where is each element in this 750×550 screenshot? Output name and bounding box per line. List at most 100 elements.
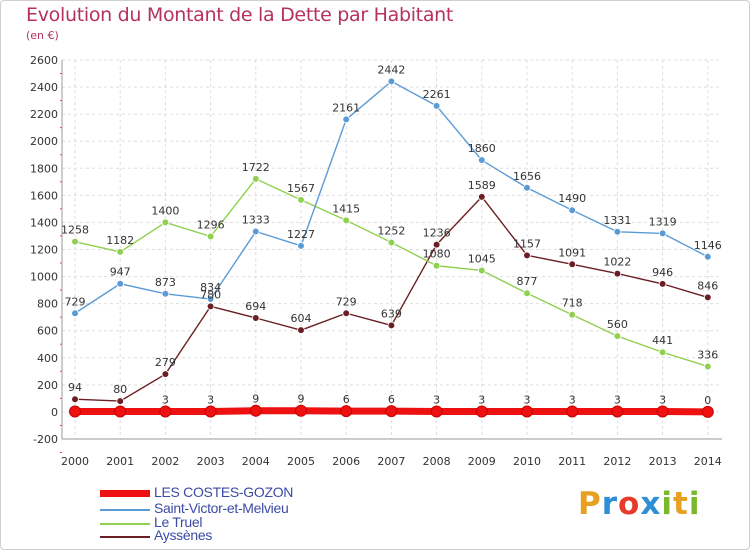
- data-label: 604: [291, 312, 312, 325]
- x-tick-label: 2008: [423, 455, 451, 468]
- data-label: 877: [517, 275, 538, 288]
- logo-letter: x: [640, 486, 662, 522]
- data-point: [703, 253, 712, 261]
- data-label: 3: [478, 394, 485, 407]
- data-label: 729: [65, 295, 86, 308]
- data-label: 1589: [468, 179, 496, 192]
- data-point: [252, 175, 260, 183]
- x-tick-label: 2010: [513, 455, 541, 468]
- data-label: 1333: [242, 213, 270, 226]
- y-tick-label: 1800: [30, 162, 58, 175]
- data-point: [161, 218, 170, 227]
- data-label: 441: [652, 334, 673, 347]
- data-point: [613, 332, 622, 340]
- data-point: [206, 232, 215, 241]
- data-point: [297, 326, 305, 334]
- data-point: [206, 302, 215, 311]
- y-tick-label: 1400: [30, 216, 58, 229]
- x-tick-label: 2005: [287, 455, 315, 468]
- legend-swatch: [100, 536, 150, 538]
- data-label: 947: [110, 266, 131, 279]
- data-point: [523, 183, 531, 192]
- data-point: [658, 229, 667, 238]
- data-label: 1860: [468, 142, 496, 155]
- data-point: [340, 405, 353, 418]
- x-tick-label: 2007: [377, 455, 405, 468]
- data-point: [342, 309, 351, 318]
- x-tick-label: 2004: [242, 455, 270, 468]
- data-point: [523, 251, 531, 260]
- data-label: 1415: [332, 202, 360, 215]
- data-point: [295, 404, 307, 417]
- data-label: 94: [68, 381, 82, 394]
- legend-swatch: [100, 523, 150, 525]
- data-point: [204, 405, 217, 418]
- data-label: 3: [162, 394, 169, 407]
- data-point: [432, 261, 441, 270]
- data-point: [432, 102, 441, 110]
- data-label: 3: [569, 394, 576, 407]
- x-tick-label: 2006: [332, 455, 360, 468]
- data-point: [161, 370, 170, 378]
- data-label: 780: [200, 288, 221, 301]
- data-label: 9: [298, 393, 305, 406]
- y-tick-label: 200: [37, 379, 58, 392]
- data-point: [523, 289, 531, 298]
- data-point: [71, 395, 79, 404]
- data-label: 1252: [377, 224, 405, 237]
- data-point: [206, 295, 215, 303]
- data-label: 3: [524, 394, 531, 407]
- data-point: [430, 405, 443, 418]
- data-point: [249, 404, 262, 417]
- data-label: 1022: [603, 256, 631, 269]
- y-tick-label: 2400: [30, 81, 58, 94]
- data-point: [613, 227, 622, 236]
- legend-label: Le Truel: [154, 514, 203, 530]
- y-tick-label: 800: [37, 298, 58, 311]
- data-point: [432, 240, 441, 249]
- y-tick-label: 600: [37, 325, 58, 338]
- data-label: 1400: [151, 204, 179, 217]
- data-label: 279: [155, 356, 176, 369]
- logo-letter: i: [661, 486, 673, 522]
- data-label: 1258: [61, 224, 89, 237]
- chart-subtitle: (en €): [26, 29, 59, 42]
- data-point: [342, 115, 351, 124]
- data-point: [477, 266, 486, 275]
- data-label: 639: [381, 307, 402, 320]
- data-point: [387, 238, 396, 247]
- data-point: [701, 405, 714, 418]
- data-point: [252, 227, 260, 236]
- data-label: 3: [659, 394, 666, 407]
- data-label: 3: [614, 394, 621, 407]
- data-label: 694: [245, 300, 266, 313]
- x-tick-label: 2013: [649, 455, 677, 468]
- data-label: 1157: [513, 237, 541, 250]
- data-label: 1567: [287, 182, 315, 195]
- data-label: 873: [155, 276, 176, 289]
- data-label: 846: [697, 279, 718, 292]
- y-tick-label: 400: [37, 352, 58, 365]
- data-point: [69, 405, 81, 418]
- data-point: [566, 405, 579, 418]
- data-label: 1722: [242, 161, 270, 174]
- data-point: [475, 405, 488, 418]
- y-tick-label: 2000: [30, 135, 58, 148]
- logo-letter: P: [578, 486, 602, 522]
- legend-label: Ayssènes: [154, 527, 213, 543]
- data-label: 834: [200, 281, 221, 294]
- data-point: [114, 405, 127, 418]
- data-point: [568, 206, 576, 215]
- data-point: [656, 405, 669, 418]
- data-label: 0: [704, 394, 711, 407]
- data-point: [71, 237, 79, 246]
- data-label: 6: [343, 393, 350, 406]
- data-label: 2442: [377, 63, 405, 76]
- y-tick-label: 1600: [30, 189, 58, 202]
- logo-letter: o: [618, 486, 641, 522]
- data-point: [387, 321, 396, 330]
- legend-label: Saint-Victor-et-Melvieu: [154, 500, 289, 516]
- data-point: [342, 216, 351, 225]
- data-label: 946: [652, 266, 673, 279]
